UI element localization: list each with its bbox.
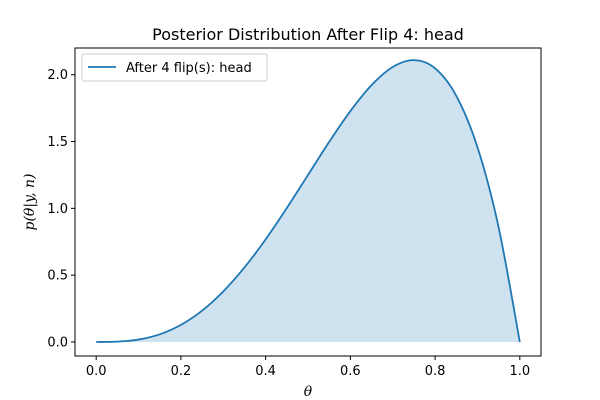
x-tick-label: 1.0	[509, 364, 530, 379]
axes-frame	[74, 47, 542, 357]
series-line	[96, 59, 521, 343]
x-tick-label: 0.4	[255, 364, 276, 379]
y-tick-label: 0.5	[47, 269, 68, 284]
plot-area	[96, 59, 521, 343]
y-tick-label: 2.0	[47, 68, 68, 83]
y-tick-label: 0.0	[47, 335, 68, 350]
y-tick-label: 1.5	[47, 135, 68, 150]
chart-title: Posterior Distribution After Flip 4: hea…	[152, 25, 464, 44]
ticks-group: 0.0 0.2 0.4 0.6 0.8 1.0 0.0 0.5 1.0 1.5 2.0	[47, 68, 530, 379]
x-tick-label: 0.0	[86, 364, 107, 379]
y-tick-label: 1.0	[47, 202, 68, 217]
x-tick-label: 0.8	[425, 364, 446, 379]
legend-entry-label: After 4 flip(s): head	[126, 61, 252, 76]
y-axis-label: p(θ|y, n)	[22, 174, 38, 231]
legend-box	[81, 53, 268, 82]
series-area-fill	[96, 60, 520, 342]
x-tick-label: 0.2	[171, 364, 192, 379]
x-tick-label: 0.6	[340, 364, 361, 379]
x-axis-label: θ	[304, 384, 313, 400]
legend: After 4 flip(s): head	[81, 53, 268, 82]
